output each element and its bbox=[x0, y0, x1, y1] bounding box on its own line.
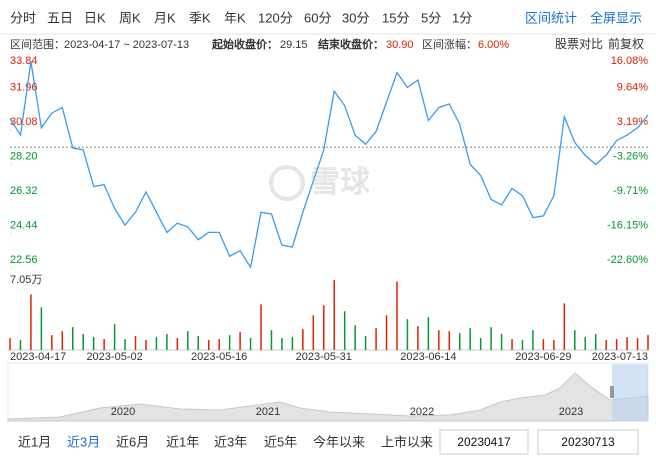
x-tick-label: 2023-04-17 bbox=[10, 351, 66, 363]
watermark: 雪球 bbox=[269, 165, 371, 201]
tool-link[interactable]: 全屏显示 bbox=[590, 10, 642, 25]
period-tab[interactable]: 季K bbox=[189, 10, 211, 25]
date-from-box[interactable] bbox=[439, 429, 529, 455]
volume-tick-label: 7.05万 bbox=[10, 274, 42, 286]
end: 30.90 bbox=[386, 39, 414, 51]
y2-tick-label: -9.71% bbox=[613, 185, 648, 197]
period-tab[interactable]: 120分 bbox=[258, 10, 293, 25]
change-label: 区间涨幅： bbox=[422, 38, 477, 51]
x-tick-label: 2023-05-31 bbox=[296, 351, 352, 363]
date-to[interactable]: 20230713 bbox=[561, 435, 615, 449]
navigator-year: 2021 bbox=[256, 406, 280, 418]
change: 6.00% bbox=[478, 39, 509, 51]
x-tick-label: 2023-05-02 bbox=[86, 351, 142, 363]
x-tick-label: 2023-06-14 bbox=[400, 351, 456, 363]
compare-option[interactable]: 股票对比 bbox=[555, 37, 603, 51]
range: 2023-04-17 ~ 2023-07-13 bbox=[64, 39, 189, 51]
period-tab[interactable]: 1分 bbox=[452, 10, 472, 25]
period-tab[interactable]: 日K bbox=[84, 10, 106, 25]
y-tick-label: 30.08 bbox=[10, 116, 38, 128]
adjust-option[interactable]: 前复权 bbox=[608, 36, 644, 51]
x-tick-label: 2023-07-13 bbox=[592, 351, 648, 363]
period-tab[interactable]: 年K bbox=[224, 10, 246, 25]
x-tick-label: 2023-06-29 bbox=[515, 351, 571, 363]
range-button[interactable]: 上市以来 bbox=[381, 434, 433, 449]
date-from[interactable]: 20230417 bbox=[457, 435, 511, 449]
date-to-box[interactable] bbox=[537, 429, 639, 455]
navigator-year: 2023 bbox=[559, 406, 583, 418]
y2-tick-label: 16.08% bbox=[611, 55, 649, 67]
period-tab[interactable]: 60分 bbox=[304, 10, 331, 25]
navigator-year: 2020 bbox=[111, 406, 135, 418]
y2-tick-label: 9.64% bbox=[617, 81, 648, 93]
range-button[interactable]: 近3月 bbox=[67, 434, 100, 449]
range-button[interactable]: 近5年 bbox=[264, 434, 297, 449]
period-tab[interactable]: 15分 bbox=[382, 10, 409, 25]
range-button[interactable]: 近1月 bbox=[18, 434, 51, 449]
watermark-text: 雪球 bbox=[310, 166, 371, 199]
period-tab[interactable]: 五日 bbox=[47, 10, 73, 25]
y2-tick-label: -22.60% bbox=[607, 254, 648, 266]
period-tab[interactable]: 5分 bbox=[421, 10, 441, 25]
range-button[interactable]: 近3年 bbox=[214, 434, 247, 449]
range-button[interactable]: 今年以来 bbox=[313, 434, 365, 449]
y-tick-label: 28.20 bbox=[10, 150, 38, 162]
y2-tick-label: -3.26% bbox=[613, 150, 648, 162]
y-tick-label: 31.96 bbox=[10, 81, 38, 93]
range-button[interactable]: 近1年 bbox=[166, 434, 199, 449]
range-button[interactable]: 近6月 bbox=[116, 434, 149, 449]
period-tab[interactable]: 周K bbox=[119, 10, 141, 25]
price-line bbox=[9, 61, 649, 270]
navigator bbox=[7, 362, 649, 422]
y2-tick-label: -16.15% bbox=[607, 219, 648, 231]
tool-link[interactable]: 区间统计 bbox=[525, 10, 577, 25]
y2-tick-label: 3.19% bbox=[617, 116, 648, 128]
navigator-year: 2022 bbox=[410, 406, 434, 418]
period-tab[interactable]: 分时 bbox=[10, 10, 36, 25]
x-tick-label: 2023-05-16 bbox=[191, 351, 247, 363]
y-tick-label: 26.32 bbox=[10, 185, 38, 197]
y-tick-label: 33.84 bbox=[10, 55, 38, 67]
period-tab[interactable]: 30分 bbox=[342, 10, 369, 25]
y-tick-label: 22.56 bbox=[10, 254, 38, 266]
period-tab[interactable]: 月K bbox=[154, 10, 176, 25]
start-label: 起始收盘价： bbox=[211, 37, 278, 51]
start: 29.15 bbox=[280, 39, 308, 51]
range-label: 区间范围： bbox=[10, 37, 65, 51]
end-label: 结束收盘价： bbox=[317, 37, 384, 51]
y-tick-label: 24.44 bbox=[10, 219, 38, 231]
